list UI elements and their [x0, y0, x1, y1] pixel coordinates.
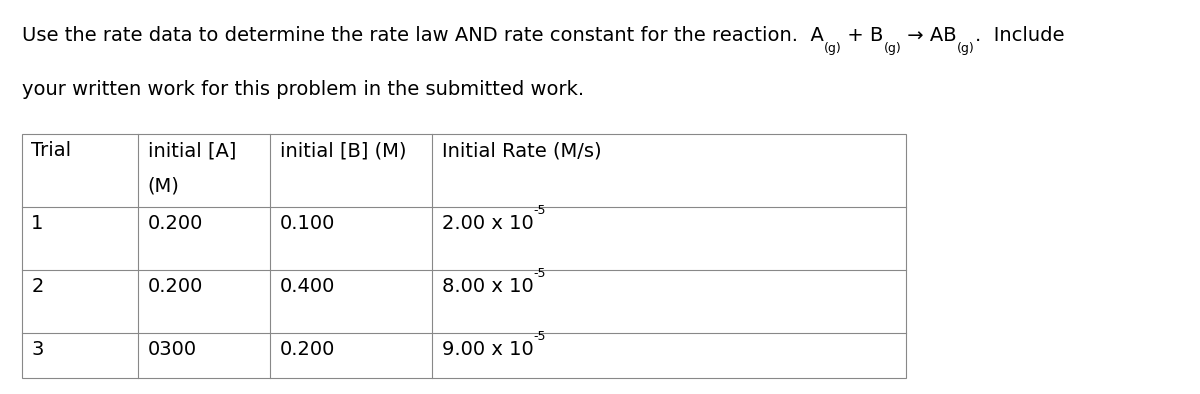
Text: + B: + B: [841, 26, 883, 45]
Text: 2: 2: [31, 277, 43, 296]
Text: (g): (g): [956, 43, 974, 56]
Text: 0.400: 0.400: [280, 277, 335, 296]
Text: 2.00 x 10: 2.00 x 10: [442, 214, 533, 233]
Text: 1: 1: [31, 214, 43, 233]
Text: 8.00 x 10: 8.00 x 10: [442, 277, 533, 296]
Bar: [22, 134, 906, 378]
Text: 0.200: 0.200: [280, 340, 335, 359]
Text: Use the rate data to determine the rate law AND rate constant for the reaction. : Use the rate data to determine the rate …: [22, 26, 823, 45]
Text: -5: -5: [533, 204, 546, 217]
Text: 9.00 x 10: 9.00 x 10: [442, 340, 533, 359]
Text: .  Include: . Include: [974, 26, 1064, 45]
Text: 0.200: 0.200: [148, 214, 203, 233]
Text: -5: -5: [533, 330, 546, 343]
Text: (g): (g): [823, 43, 841, 56]
Text: -5: -5: [533, 267, 546, 280]
Text: Trial: Trial: [31, 141, 71, 160]
Text: 0.200: 0.200: [148, 277, 203, 296]
Text: (M): (M): [148, 177, 180, 195]
Text: initial [A]: initial [A]: [148, 141, 236, 160]
Text: (g): (g): [883, 43, 901, 56]
Text: your written work for this problem in the submitted work.: your written work for this problem in th…: [22, 80, 583, 98]
Text: 0300: 0300: [148, 340, 197, 359]
Text: initial [B] (M): initial [B] (M): [280, 141, 406, 160]
Text: 3: 3: [31, 340, 43, 359]
Text: Initial Rate (M/s): Initial Rate (M/s): [442, 141, 601, 160]
Text: → AB: → AB: [901, 26, 956, 45]
Text: 0.100: 0.100: [280, 214, 335, 233]
